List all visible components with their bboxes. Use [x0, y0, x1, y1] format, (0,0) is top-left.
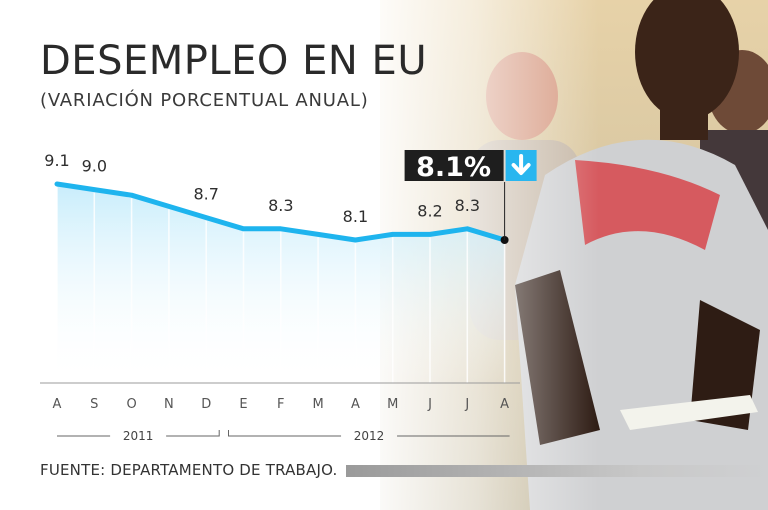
x-tick-label: S — [90, 397, 98, 412]
chart-title: DESEMPLEO EN EU — [40, 38, 428, 84]
arrow-down-icon — [511, 154, 531, 175]
source-decor-bar — [346, 465, 768, 477]
x-tick-label: J — [464, 397, 469, 412]
x-tick-label: O — [126, 397, 136, 412]
source-note: FUENTE: DEPARTAMENTO DE TRABAJO. — [40, 461, 338, 479]
year-label: 2011 — [123, 429, 154, 443]
data-label: 8.1 — [343, 207, 368, 226]
x-tick-label: A — [351, 397, 360, 412]
x-tick-label: J — [427, 397, 432, 412]
data-label: 9.0 — [82, 157, 107, 176]
x-tick-label: M — [312, 397, 323, 412]
data-label: 9.1 — [44, 151, 69, 170]
data-label: 8.3 — [455, 196, 480, 215]
x-tick-label: M — [387, 397, 398, 412]
data-label: 8.2 — [417, 201, 442, 220]
callout-value: 8.1% — [416, 152, 491, 183]
x-tick-label: E — [239, 397, 247, 412]
chart-subtitle: (VARIACIÓN PORCENTUAL ANUAL) — [40, 90, 369, 111]
x-tick-label: D — [201, 397, 211, 412]
x-tick-label: F — [277, 397, 284, 412]
year-bracket — [228, 430, 510, 437]
x-tick-label: N — [164, 397, 174, 412]
year-label: 2012 — [354, 429, 385, 443]
data-label: 8.3 — [268, 196, 293, 215]
year-bracket — [57, 430, 220, 437]
callout-box — [404, 150, 504, 181]
x-tick-label: A — [53, 397, 62, 412]
x-tick-label: A — [500, 397, 509, 412]
data-label: 8.7 — [193, 185, 218, 204]
